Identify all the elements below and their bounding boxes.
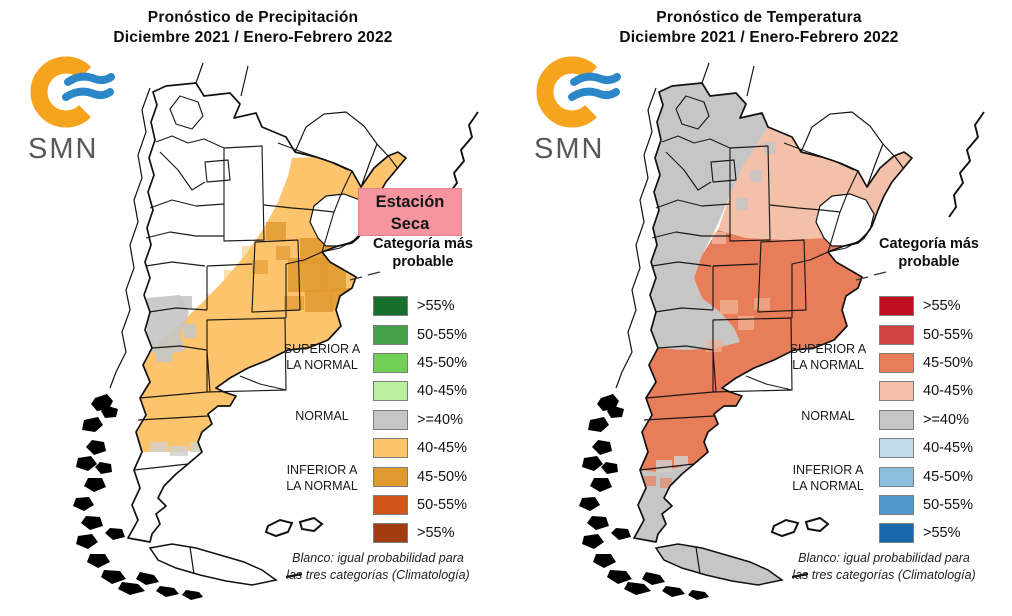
legend-rows: >55% 50-55% 45-50% 40-45% >=40% 40-45% 4… [340, 292, 506, 548]
precipitation-title: Pronóstico de Precipitación Diciembre 20… [0, 8, 506, 48]
legend-row: 45-50% [846, 349, 1012, 377]
isla-de-los-estados [285, 572, 303, 579]
climatology-footnote: Blanco: igual probabilidad para las tres… [286, 551, 470, 582]
color-swatch [373, 438, 408, 459]
isla-de-los-estados [791, 572, 809, 579]
color-swatch [879, 296, 914, 317]
legend-row: 45-50% [340, 349, 506, 377]
malvinas-east [298, 516, 324, 533]
color-swatch [373, 466, 408, 487]
smn-logo: SMN [532, 54, 632, 166]
legend-row: >55% [846, 519, 1012, 547]
color-swatch [373, 381, 408, 402]
legend-row: 45-50% [340, 462, 506, 490]
legend-row: >=40% [846, 406, 1012, 434]
legend-group-below-normal: INFERIOR A LA NORMAL [286, 463, 358, 493]
legend-row: 40-45% [340, 434, 506, 462]
color-swatch [879, 523, 914, 544]
rio-de-la-plata-limit-dashes [855, 271, 887, 281]
color-swatch [373, 494, 408, 515]
malvinas-west [770, 518, 800, 538]
smn-logo-text: SMN [534, 133, 605, 165]
tierra-del-fuego [148, 543, 278, 586]
legend-title: Categoría más probable [373, 236, 473, 270]
bolivia-borders [195, 62, 249, 97]
legend-row: >55% [340, 292, 506, 320]
legend-row: 50-55% [340, 320, 506, 348]
malvinas-west [264, 518, 294, 538]
legend-row: 40-45% [340, 377, 506, 405]
color-swatch [373, 296, 408, 317]
badge-line1: Estación [375, 193, 445, 211]
chile-pacific-coast [615, 87, 657, 389]
legend-row: 40-45% [846, 434, 1012, 462]
legend-row: 45-50% [846, 462, 1012, 490]
smn-logo: SMN [26, 54, 126, 166]
dry-season-badge: Estación Seca [358, 188, 462, 236]
bolivia-borders [701, 62, 755, 97]
argentina-outline [633, 82, 913, 543]
malvinas-east [804, 516, 830, 533]
legend-title: Categoría más probable [879, 236, 979, 270]
temperature-panel: Pronóstico de Temperatura Diciembre 2021… [506, 0, 1012, 616]
argentina-temperature-map [579, 62, 985, 600]
color-swatch [879, 324, 914, 345]
smn-logo-icon [30, 56, 115, 128]
province-borders [639, 95, 865, 471]
color-swatch [373, 523, 408, 544]
climatology-footnote: Blanco: igual probabilidad para las tres… [792, 551, 976, 582]
title-line2: Diciembre 2021 / Enero-Febrero 2022 [619, 29, 899, 46]
legend-row: >55% [846, 292, 1012, 320]
legend-rows: >55% 50-55% 45-50% 40-45% >=40% 40-45% 4… [846, 292, 1012, 548]
legend-row: 50-55% [846, 320, 1012, 348]
color-swatch [879, 381, 914, 402]
legend-row: 40-45% [846, 377, 1012, 405]
temperature-title: Pronóstico de Temperatura Diciembre 2021… [506, 8, 1012, 48]
paraguay-borders [800, 111, 905, 188]
temperature-legend: Categoría más probable SUPERIOR A LA NORM… [790, 236, 1012, 544]
color-swatch [879, 352, 914, 373]
brazil-atlantic-coast [948, 111, 985, 218]
color-swatch [879, 409, 914, 430]
legend-row: 50-55% [340, 491, 506, 519]
smn-logo-text: SMN [28, 133, 99, 165]
color-swatch [373, 352, 408, 373]
precipitation-panel: Pronóstico de Precipitación Diciembre 20… [0, 8, 506, 600]
color-swatch [879, 466, 914, 487]
badge-line2: Seca [390, 215, 430, 233]
paraguay-borders [294, 111, 399, 188]
legend-row: >55% [340, 519, 506, 547]
smn-logo-icon [536, 56, 621, 128]
title-line1: Pronóstico de Precipitación [147, 9, 359, 26]
chile-pacific-coast [109, 87, 151, 389]
rio-de-la-plata-limit-dashes [349, 271, 381, 281]
color-swatch [879, 438, 914, 459]
title-line2: Diciembre 2021 / Enero-Febrero 2022 [113, 29, 393, 46]
precipitation-legend: Categoría más probable SUPERIOR A LA NORM… [284, 236, 506, 544]
legend-group-above-normal: SUPERIOR A LA NORMAL [789, 342, 867, 372]
legend-row: >=40% [340, 406, 506, 434]
argentina-precipitation-map [73, 62, 479, 600]
province-borders [133, 95, 359, 471]
tierra-del-fuego [654, 543, 784, 586]
legend-group-normal: NORMAL [295, 409, 349, 423]
color-swatch [373, 324, 408, 345]
argentina-outline [127, 82, 407, 543]
color-swatch [879, 494, 914, 515]
legend-group-above-normal: SUPERIOR A LA NORMAL [283, 342, 361, 372]
color-swatch [373, 409, 408, 430]
legend-row: 50-55% [846, 491, 1012, 519]
legend-group-below-normal: INFERIOR A LA NORMAL [792, 463, 864, 493]
title-line1: Pronóstico de Temperatura [656, 9, 862, 26]
legend-group-normal: NORMAL [801, 409, 855, 423]
